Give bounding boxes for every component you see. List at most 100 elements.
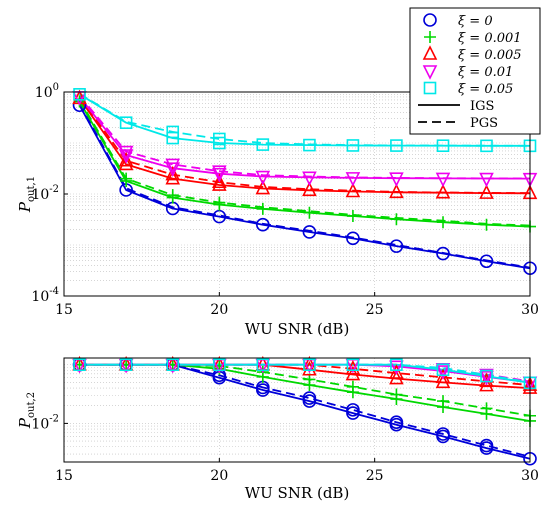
top-series-3-igs-point (435, 172, 451, 188)
legend-entry: ξ = 0 (423, 13, 493, 29)
legend: ξ = 0 ξ = 0.001 ξ = 0.005 ξ = 0.01 ξ = 0.05 I… (409, 7, 541, 135)
bottom-x-tick-label: 20 (210, 468, 228, 484)
bottom-series-1-pgs-point (437, 395, 450, 408)
top-x-tick-label: 30 (521, 302, 539, 318)
bottom-series-1-pgs-point (480, 402, 493, 415)
bottom-series-4-igs-point (390, 358, 403, 371)
legend-marker (423, 13, 437, 27)
legend-entry: ξ = 0.001 (424, 31, 522, 46)
top-series-2-igs-point (255, 179, 271, 195)
legend-box (409, 7, 541, 135)
top-series-1-igs-point (303, 206, 316, 219)
legend-marker (422, 65, 438, 80)
bottom-series-2-igs-point (302, 360, 317, 376)
top-series-4-igs-point (480, 139, 493, 153)
top-series-0-igs-point (389, 239, 404, 253)
top-series-1-pgs-point (213, 196, 226, 209)
bottom-series-4-igs-point (166, 358, 180, 371)
top-series-1-pgs-point (120, 172, 133, 185)
top-series-2-igs-point (389, 183, 404, 199)
top-y-tick-label: 10-4 (31, 286, 59, 305)
top-series-3-igs-point (118, 149, 134, 164)
top-x-tick-label: 25 (366, 302, 384, 318)
top-y-tick-label: 10-2 (31, 184, 59, 203)
top-series-0-igs-point (479, 254, 494, 269)
bottom-series-2-pgs-point (479, 372, 494, 388)
bottom-series-4-pgs-line (79, 363, 531, 384)
top-series-0-igs-point (302, 225, 317, 239)
top-series-4-pgs-point (166, 125, 180, 139)
top-series-0-igs-point (346, 231, 360, 246)
legend-label: ξ = 0.01 (458, 65, 513, 80)
top-series-2-igs-point (345, 182, 361, 198)
bottom-y-tick-label: 10-2 (31, 413, 59, 432)
top-series-2-igs-point (212, 176, 227, 191)
bottom-series-1-pgs-point (346, 380, 359, 393)
top-series-1-igs-point (346, 210, 359, 223)
legend-label: IGS (470, 99, 494, 114)
top-series-4-pgs-point (213, 132, 226, 146)
top-series-2-pgs-point (165, 165, 181, 181)
bottom-x-tick-label: 15 (55, 468, 73, 484)
bottom-series-4-igs-point (73, 358, 86, 371)
bottom-series-4-igs-point (346, 358, 360, 371)
top-series-3-igs-point (165, 162, 181, 178)
top-y-tick-label: 100 (35, 82, 59, 101)
top-series-4-igs-point (256, 138, 270, 151)
top-series-0-igs-point (212, 209, 227, 224)
top-series-2-igs-point (165, 169, 181, 185)
top-x-tick-label: 20 (210, 302, 228, 318)
bottom-series-4-igs-point (119, 358, 133, 371)
top-series-0-igs-point (436, 246, 450, 261)
bottom-series-3-igs-point (435, 365, 451, 380)
bottom-series-3-igs-point (479, 371, 494, 386)
top-series-3-igs-point (255, 170, 271, 186)
bottom-y-axis-label: Pout,2 (16, 392, 37, 429)
legend-entry: ξ = 0.05 (423, 81, 513, 97)
legend-label: ξ = 0.05 (458, 82, 513, 97)
bottom-series-2-pgs-point (435, 368, 451, 384)
top-series-0-igs-point (256, 217, 270, 232)
top-y-axis-label: Pout,1 (16, 176, 37, 213)
bottom-series-4-igs-point (213, 358, 226, 371)
top-series-4-igs-point (119, 116, 133, 130)
top-series-3-igs-point (479, 172, 494, 188)
legend-entry: ξ = 0.01 (422, 65, 513, 80)
top-series-3-igs-point (212, 167, 227, 183)
top-series-1-igs-point (437, 216, 450, 229)
bottom-series-2-pgs-point (345, 360, 361, 375)
top-series-4-igs-point (390, 139, 403, 152)
bottom-series-0-pgs-point (389, 415, 404, 429)
legend-entry: IGS (418, 99, 494, 114)
top-series-1-pgs-point (166, 189, 179, 202)
legend-marker (422, 45, 438, 60)
top-series-2-igs-point (479, 184, 494, 199)
bottom-series-4-igs-point (303, 358, 316, 371)
bottom-series-0-pgs-point (436, 427, 450, 441)
top-series-4-igs-point (346, 139, 360, 152)
bottom-series-0-pgs-point (479, 438, 494, 453)
top-series-2-pgs-line (78, 96, 531, 194)
legend-label: ξ = 0.005 (458, 48, 522, 63)
legend-label: ξ = 0.001 (458, 31, 522, 46)
top-series-1-pgs-line (78, 99, 531, 227)
bottom-series-2-pgs-point (389, 364, 404, 379)
top-series-1-igs-point (390, 213, 403, 226)
top-series-4-igs-point (436, 139, 450, 153)
bottom-x-tick-label: 30 (521, 468, 539, 484)
top-series-2-pgs-point (212, 173, 227, 189)
bottom-x-axis-label: WU SNR (dB) (245, 484, 350, 502)
bottom-series-4-igs-point (436, 363, 450, 377)
top-series-3-igs-point (345, 172, 361, 187)
top-series-1-igs-point (256, 202, 269, 215)
bottom-series-3-igs-point (389, 360, 404, 376)
top-series-2-igs-point (302, 181, 317, 197)
top-series-3-pgs-line (78, 95, 531, 180)
top-series-2-pgs-point (118, 151, 134, 167)
bottom-plot-frame (63, 357, 531, 463)
bottom-series-4-igs-point (256, 358, 270, 371)
top-series-2-igs-point (118, 155, 134, 171)
top-series-3-pgs-point (165, 158, 181, 174)
top-series-3-pgs-point (118, 145, 134, 161)
